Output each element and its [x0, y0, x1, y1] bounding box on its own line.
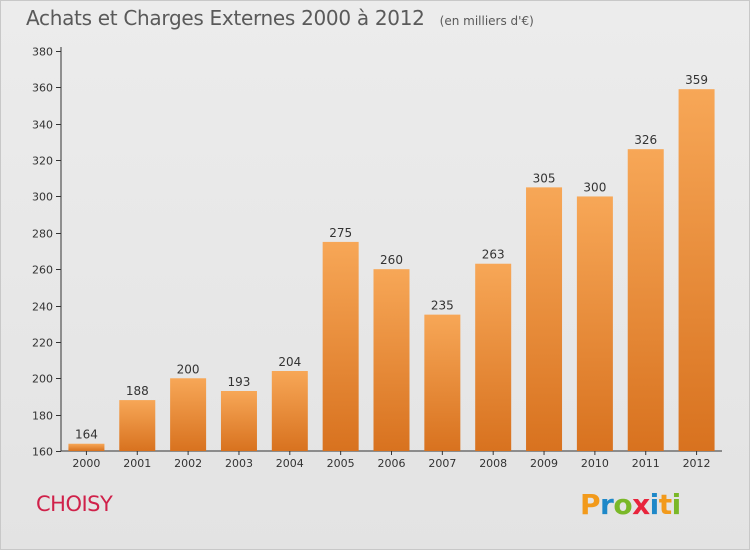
bar-2002 — [170, 378, 207, 451]
logo-letter: t — [658, 488, 672, 521]
x-tick-label-2005: 2005 — [327, 457, 355, 470]
y-tick-label: 160 — [32, 446, 53, 459]
proxiti-logo: Proxiti — [580, 488, 681, 521]
x-tick-label-2009: 2009 — [530, 457, 558, 470]
data-label-2003: 193 — [228, 375, 251, 389]
y-tick-label: 300 — [32, 191, 53, 204]
logo-letter: i — [671, 488, 682, 521]
data-label-2000: 164 — [75, 428, 98, 442]
bar-2009 — [526, 187, 563, 451]
bar-2006 — [373, 269, 410, 451]
logo-letter: P — [580, 488, 601, 521]
bar-2011 — [627, 149, 664, 451]
x-tick-label-2007: 2007 — [428, 457, 456, 470]
bar-2001 — [119, 400, 156, 451]
x-tick-label-2011: 2011 — [632, 457, 660, 470]
logo-letter: r — [600, 488, 614, 521]
x-tick-label-2004: 2004 — [276, 457, 304, 470]
y-tick-label: 380 — [32, 46, 53, 59]
data-label-2007: 235 — [431, 299, 454, 313]
y-tick-label: 200 — [32, 373, 53, 386]
y-tick-label: 320 — [32, 155, 53, 168]
bar-2010 — [576, 196, 613, 451]
x-tick-label-2002: 2002 — [174, 457, 202, 470]
y-tick-label: 220 — [32, 337, 53, 350]
bar-2008 — [475, 263, 512, 451]
x-tick-label-2003: 2003 — [225, 457, 253, 470]
x-tick-label-2008: 2008 — [479, 457, 507, 470]
chart-subtitle: (en milliers d'€) — [439, 14, 534, 28]
bar-2007 — [424, 314, 461, 451]
y-tick-label: 240 — [32, 301, 53, 314]
data-label-2010: 300 — [583, 180, 606, 194]
y-tick-label: 260 — [32, 264, 53, 277]
bar-2000 — [68, 443, 105, 451]
bar-2003 — [220, 391, 257, 451]
logo-letter: o — [613, 488, 633, 521]
y-tick-label: 180 — [32, 410, 53, 423]
logo-letter: i — [649, 488, 660, 521]
data-label-2012: 359 — [685, 73, 708, 87]
data-label-2002: 200 — [177, 362, 200, 376]
logo-letter: x — [632, 488, 650, 521]
y-tick-label: 360 — [32, 82, 53, 95]
x-tick-label-2006: 2006 — [378, 457, 406, 470]
data-label-2011: 326 — [634, 133, 657, 147]
data-label-2005: 275 — [329, 226, 352, 240]
bar-2004 — [271, 371, 308, 451]
y-tick-label: 280 — [32, 228, 53, 241]
x-tick-label-2010: 2010 — [581, 457, 609, 470]
commune-name: CHOISY — [36, 492, 113, 516]
bar-2005 — [322, 241, 359, 451]
data-label-2009: 305 — [533, 171, 556, 185]
x-tick-label-2001: 2001 — [123, 457, 151, 470]
y-tick-label: 340 — [32, 119, 53, 132]
x-tick-label-2012: 2012 — [683, 457, 711, 470]
chart-header: Achats et Charges Externes 2000 à 2012 (… — [26, 6, 534, 30]
data-label-2004: 204 — [278, 355, 301, 369]
data-label-2006: 260 — [380, 253, 403, 267]
chart-title: Achats et Charges Externes 2000 à 2012 — [26, 6, 425, 30]
bar-2012 — [678, 89, 715, 451]
data-label-2008: 263 — [482, 248, 505, 262]
x-tick-label-2000: 2000 — [72, 457, 100, 470]
data-label-2001: 188 — [126, 384, 149, 398]
